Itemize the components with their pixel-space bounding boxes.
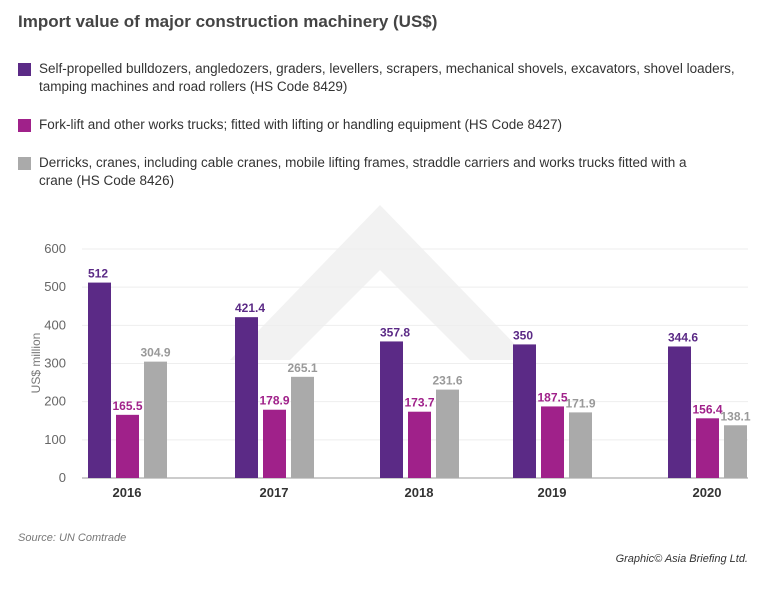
bar	[569, 412, 592, 478]
source-note: Source: UN Comtrade	[18, 532, 127, 544]
bar	[541, 406, 564, 478]
data-label: 357.8	[380, 325, 410, 339]
bar	[408, 411, 431, 478]
legend-swatch	[18, 119, 31, 132]
data-label: 344.6	[668, 330, 698, 344]
legend-swatch	[18, 157, 31, 170]
bar	[380, 341, 403, 478]
data-label: 165.5	[112, 399, 142, 413]
watermark-logo	[230, 205, 530, 360]
y-tick-label: 200	[44, 394, 66, 409]
data-label: 304.9	[140, 346, 170, 360]
bar	[436, 389, 459, 478]
bar	[696, 418, 719, 478]
y-axis-label: US$ million	[29, 333, 43, 394]
y-tick-label: 300	[44, 356, 66, 371]
data-label: 512	[88, 267, 108, 281]
legend-label: Self-propelled bulldozers, angledozers, …	[39, 61, 735, 94]
data-label: 265.1	[287, 361, 317, 375]
legend-item-hs8427: Fork-lift and other works trucks; fitted…	[18, 116, 738, 134]
bar	[116, 414, 139, 478]
legend-label: Fork-lift and other works trucks; fitted…	[39, 117, 562, 132]
data-label: 421.4	[235, 301, 265, 315]
bar	[668, 346, 691, 478]
y-tick-label: 500	[44, 279, 66, 294]
bar	[144, 361, 167, 478]
data-label: 171.9	[565, 396, 595, 410]
bar	[88, 282, 111, 478]
data-label: 178.9	[259, 394, 289, 408]
x-tick-label: 2017	[260, 485, 289, 500]
legend-item-hs8426: Derricks, cranes, including cable cranes…	[18, 154, 688, 190]
y-tick-label: 100	[44, 432, 66, 447]
x-tick-label: 2019	[538, 485, 567, 500]
legend-label: Derricks, cranes, including cable cranes…	[39, 155, 687, 188]
legend-item-hs8429: Self-propelled bulldozers, angledozers, …	[18, 60, 738, 96]
data-label: 173.7	[404, 396, 434, 410]
bar	[263, 409, 286, 478]
bar	[724, 425, 747, 478]
y-tick-label: 0	[59, 470, 66, 485]
x-tick-label: 2016	[113, 485, 142, 500]
x-tick-label: 2018	[405, 485, 434, 500]
chart-title: Import value of major construction machi…	[18, 12, 438, 31]
bar	[291, 376, 314, 478]
data-label: 231.6	[432, 374, 462, 388]
bar	[513, 344, 536, 478]
bar	[235, 317, 258, 478]
data-label: 156.4	[692, 402, 722, 416]
credit-note: Graphic© Asia Briefing Ltd.	[615, 553, 748, 565]
data-label: 138.1	[720, 409, 750, 423]
legend-swatch	[18, 63, 31, 76]
x-tick-label: 2020	[693, 485, 722, 500]
y-tick-label: 400	[44, 317, 66, 332]
data-label: 350	[513, 328, 533, 342]
y-tick-label: 600	[44, 241, 66, 256]
data-label: 187.5	[537, 390, 567, 404]
